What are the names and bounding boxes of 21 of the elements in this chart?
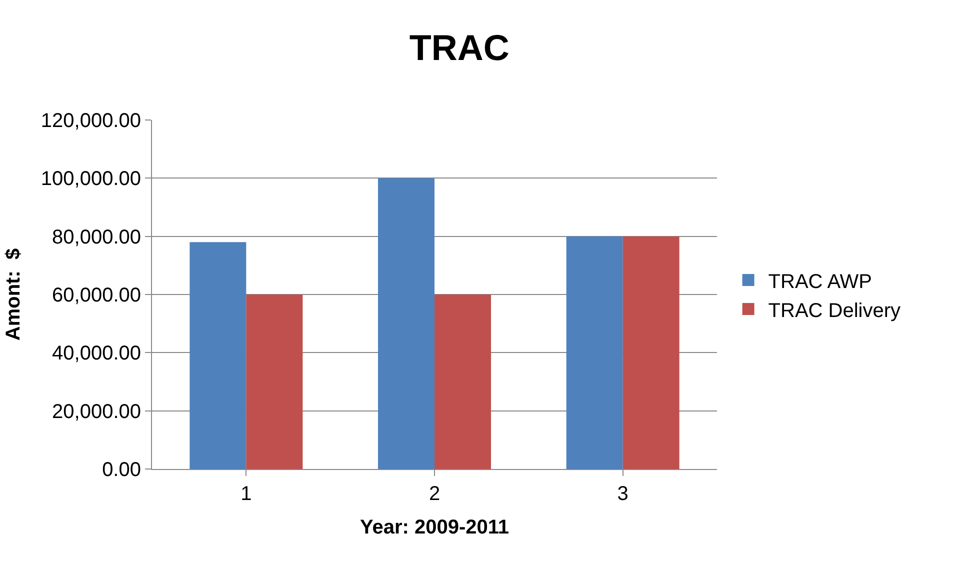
y-tick-label: 60,000.00 [52, 284, 141, 306]
y-axis-title: Amont: $ [2, 248, 24, 341]
bar [434, 294, 491, 469]
x-tick-label: 2 [428, 483, 440, 505]
legend-label: TRAC AWP [768, 270, 872, 293]
x-tick-label: 3 [617, 483, 628, 505]
x-tick-label: 1 [240, 483, 252, 505]
bar [622, 236, 680, 469]
bar [566, 236, 623, 469]
bar [190, 242, 246, 469]
x-axis-title: Year: 2009-2011 [360, 516, 510, 538]
y-tick-label: 100,000.00 [40, 168, 141, 190]
y-tick-label: 80,000.00 [52, 226, 141, 248]
y-tick-label: 20,000.00 [52, 400, 141, 423]
y-tick-label: 40,000.00 [52, 342, 141, 365]
y-tick-label: 0.00 [102, 459, 141, 481]
bar [246, 294, 303, 469]
legend-label: TRAC Delivery [768, 300, 901, 322]
chart-title: TRAC [409, 26, 510, 68]
bar [378, 178, 434, 469]
y-tick-label: 120,000.00 [40, 110, 141, 132]
